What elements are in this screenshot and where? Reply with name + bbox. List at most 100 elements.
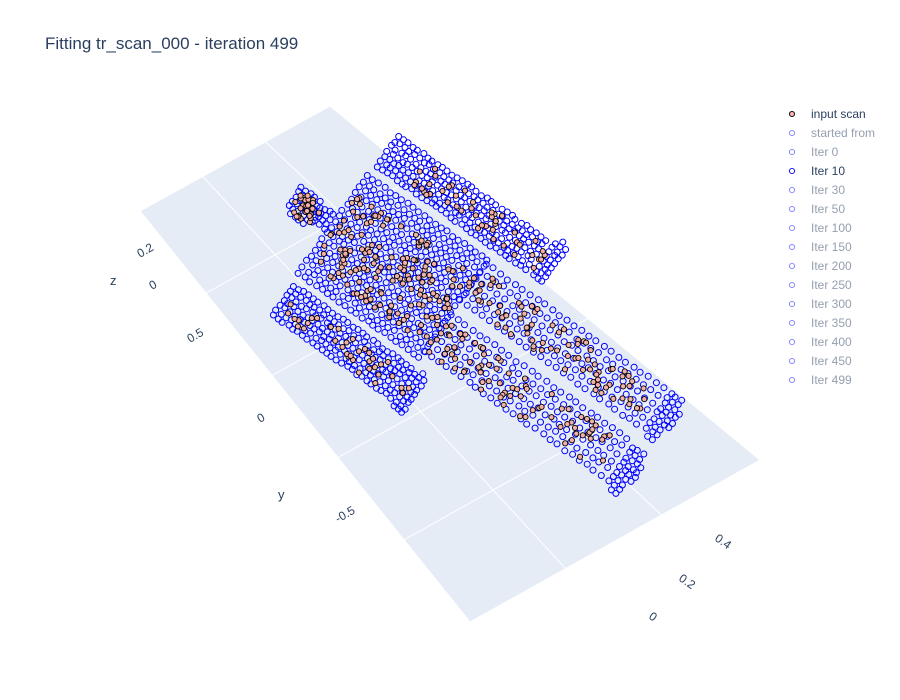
mesh-point bbox=[316, 306, 324, 314]
scan-point bbox=[399, 389, 406, 396]
mesh-point bbox=[392, 398, 400, 406]
legend-marker bbox=[788, 338, 796, 346]
mesh-point bbox=[355, 304, 363, 312]
scan-point bbox=[389, 373, 396, 380]
mesh-point bbox=[546, 436, 554, 444]
z-tick-label: 0.2 bbox=[135, 240, 157, 261]
mesh-point bbox=[411, 390, 419, 398]
scan-point bbox=[538, 347, 545, 354]
scan-point bbox=[327, 231, 334, 239]
mesh-point bbox=[561, 447, 569, 455]
scan-point bbox=[397, 295, 404, 302]
mesh-point bbox=[412, 190, 420, 198]
scan-point bbox=[372, 253, 379, 260]
scan-point bbox=[306, 212, 313, 219]
scan-point bbox=[633, 405, 641, 412]
scan-point bbox=[554, 347, 561, 354]
legend-item[interactable]: Iter 350 bbox=[788, 316, 852, 330]
legend-item[interactable]: Iter 150 bbox=[788, 240, 852, 254]
mesh-point bbox=[639, 413, 647, 421]
mesh-point bbox=[299, 220, 307, 227]
point-cloud bbox=[269, 133, 686, 497]
legend-marker bbox=[788, 243, 796, 251]
mesh-point bbox=[414, 208, 422, 216]
mesh-point bbox=[432, 202, 440, 210]
mesh-point bbox=[436, 169, 444, 177]
mesh-point bbox=[627, 477, 635, 485]
scan-point bbox=[587, 435, 594, 442]
mesh-point bbox=[336, 282, 344, 290]
scan-point bbox=[450, 276, 457, 283]
legend-item[interactable]: input scan bbox=[788, 107, 866, 121]
mesh-point bbox=[566, 393, 573, 401]
scan-point bbox=[517, 315, 524, 322]
mesh-point bbox=[482, 260, 490, 268]
scan-point bbox=[620, 383, 627, 390]
mesh-point bbox=[574, 380, 582, 388]
legend-item[interactable]: Iter 200 bbox=[788, 259, 852, 273]
mesh-point bbox=[381, 183, 389, 191]
mesh-point bbox=[404, 346, 412, 353]
scan-point bbox=[446, 332, 453, 339]
legend-item[interactable]: Iter 100 bbox=[788, 221, 852, 235]
scan-point bbox=[562, 440, 569, 447]
legend-item[interactable]: Iter 300 bbox=[788, 297, 852, 311]
mesh-point bbox=[351, 299, 359, 307]
legend-item[interactable]: Iter 450 bbox=[788, 354, 852, 368]
mesh-point bbox=[297, 293, 305, 301]
scan-point bbox=[327, 323, 334, 330]
scan-point bbox=[366, 248, 373, 256]
mesh-point bbox=[537, 385, 545, 393]
scan-point bbox=[495, 309, 502, 316]
scan-point bbox=[370, 260, 377, 267]
mesh-point bbox=[434, 230, 442, 238]
mesh-point bbox=[419, 370, 427, 378]
legend-label: Iter 0 bbox=[811, 145, 839, 159]
legend-label: Iter 30 bbox=[811, 183, 845, 197]
mesh-point bbox=[613, 450, 621, 458]
mesh-point bbox=[537, 353, 545, 361]
scan-point bbox=[500, 242, 507, 249]
mesh-point bbox=[340, 240, 348, 248]
scan-point bbox=[347, 247, 354, 254]
mesh-point bbox=[509, 410, 517, 418]
legend-item[interactable]: Iter 250 bbox=[788, 278, 852, 292]
legend-item[interactable]: Iter 10 bbox=[788, 164, 845, 178]
scan-point bbox=[578, 413, 585, 421]
legend-item[interactable]: Iter 400 bbox=[788, 335, 852, 349]
mesh-point bbox=[540, 430, 548, 438]
scan-point bbox=[352, 267, 359, 274]
legend-item[interactable]: Iter 30 bbox=[788, 183, 845, 197]
scan-point bbox=[431, 165, 439, 172]
scan-point bbox=[530, 264, 537, 271]
legend-item[interactable]: Iter 50 bbox=[788, 202, 845, 216]
scan-point bbox=[538, 403, 545, 410]
scan-point bbox=[337, 246, 344, 253]
mesh-point bbox=[382, 389, 390, 397]
mesh-point bbox=[376, 250, 384, 258]
mesh-point bbox=[506, 320, 514, 328]
scan-point bbox=[549, 322, 556, 329]
scan-point bbox=[571, 424, 579, 431]
scan-point bbox=[356, 278, 363, 285]
scan-point bbox=[495, 355, 502, 362]
mesh-point bbox=[322, 220, 330, 228]
mesh-point bbox=[378, 199, 386, 207]
legend-item[interactable]: Iter 0 bbox=[788, 145, 839, 159]
mesh-point bbox=[604, 464, 612, 471]
mesh-point bbox=[463, 260, 471, 267]
mesh-point bbox=[532, 392, 540, 400]
mesh-point bbox=[530, 271, 538, 279]
scene-3d[interactable]: 0.2 0 z 0.5 0 -0.5 y 0.4 0.2 0 bbox=[110, 105, 761, 624]
legend-item[interactable]: started from bbox=[788, 126, 875, 140]
mesh-point bbox=[354, 326, 362, 333]
scan-point bbox=[423, 313, 430, 320]
legend-item[interactable]: Iter 499 bbox=[788, 373, 852, 387]
mesh-point bbox=[396, 393, 404, 401]
mesh-point bbox=[643, 406, 651, 414]
mesh-point bbox=[481, 228, 488, 236]
mesh-point bbox=[409, 203, 417, 211]
mesh-point bbox=[606, 444, 614, 452]
scan-point bbox=[388, 254, 395, 261]
